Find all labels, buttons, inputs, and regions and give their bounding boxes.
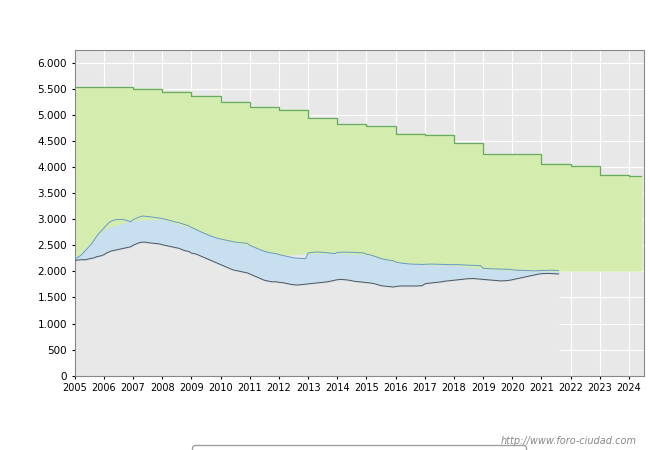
Legend: Ocupados, Parados, Hab. entre 16-64: Ocupados, Parados, Hab. entre 16-64 xyxy=(192,446,526,450)
Text: Vimianzo - Evolucion de la poblacion en edad de Trabajar Mayo de 2024: Vimianzo - Evolucion de la poblacion en … xyxy=(99,17,551,30)
Text: http://www.foro-ciudad.com: http://www.foro-ciudad.com xyxy=(501,436,637,446)
